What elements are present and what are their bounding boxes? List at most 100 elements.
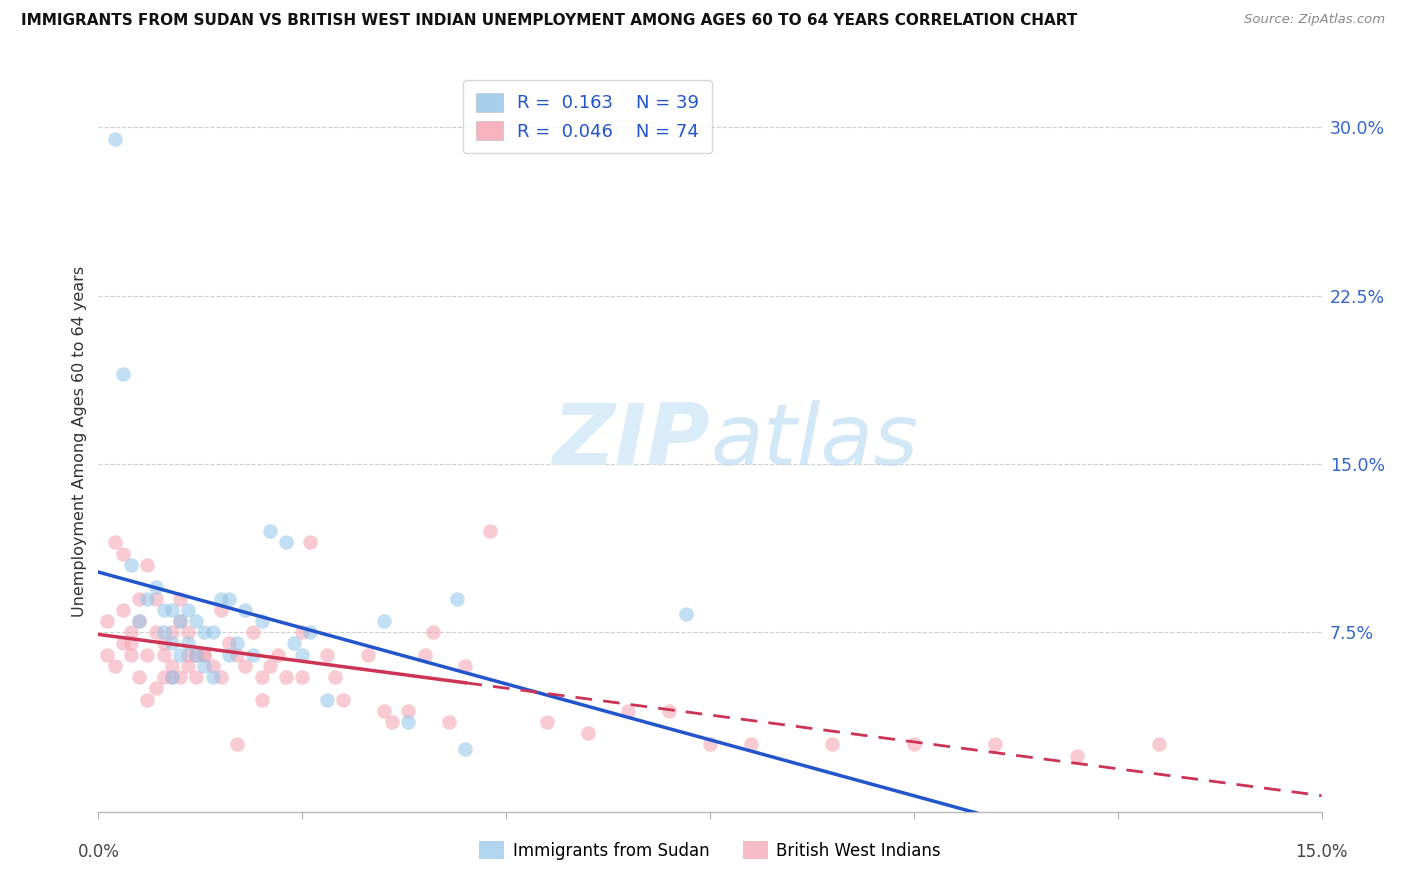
Point — [152, 625, 174, 640]
Point — [274, 670, 297, 684]
Point — [136, 591, 159, 606]
Point — [145, 580, 167, 594]
Point — [233, 603, 256, 617]
Point — [437, 714, 460, 729]
Point — [250, 670, 273, 684]
Point — [291, 648, 314, 662]
Point — [454, 659, 477, 673]
Point — [193, 625, 215, 640]
Point — [169, 670, 191, 684]
Point — [218, 591, 240, 606]
Point — [209, 591, 232, 606]
Point — [373, 614, 395, 628]
Point — [145, 591, 167, 606]
Point — [186, 614, 208, 628]
Point — [152, 636, 174, 650]
Text: IMMIGRANTS FROM SUDAN VS BRITISH WEST INDIAN UNEMPLOYMENT AMONG AGES 60 TO 64 YE: IMMIGRANTS FROM SUDAN VS BRITISH WEST IN… — [21, 13, 1077, 29]
Point — [104, 659, 127, 673]
Point — [233, 659, 256, 673]
Point — [226, 648, 249, 662]
Point — [136, 648, 159, 662]
Point — [373, 704, 395, 718]
Point — [104, 131, 127, 145]
Point — [128, 614, 150, 628]
Point — [201, 670, 224, 684]
Point — [740, 738, 762, 752]
Point — [259, 524, 281, 539]
Point — [299, 625, 322, 640]
Point — [169, 614, 191, 628]
Point — [242, 625, 264, 640]
Point — [120, 558, 142, 572]
Point — [193, 648, 215, 662]
Text: 15.0%: 15.0% — [1295, 843, 1348, 861]
Point — [274, 535, 297, 549]
Point — [111, 603, 134, 617]
Point — [422, 625, 444, 640]
Point — [169, 614, 191, 628]
Point — [128, 614, 150, 628]
Point — [413, 648, 436, 662]
Point — [111, 547, 134, 561]
Point — [332, 692, 354, 706]
Point — [478, 524, 501, 539]
Point — [186, 648, 208, 662]
Point — [226, 636, 249, 650]
Point — [454, 742, 477, 756]
Point — [658, 704, 681, 718]
Text: atlas: atlas — [710, 400, 918, 483]
Point — [323, 670, 346, 684]
Y-axis label: Unemployment Among Ages 60 to 64 years: Unemployment Among Ages 60 to 64 years — [72, 266, 87, 617]
Point — [111, 636, 134, 650]
Point — [617, 704, 640, 718]
Point — [226, 738, 249, 752]
Point — [136, 692, 159, 706]
Point — [136, 558, 159, 572]
Point — [186, 670, 208, 684]
Point — [250, 614, 273, 628]
Text: ZIP: ZIP — [553, 400, 710, 483]
Point — [160, 636, 183, 650]
Point — [218, 636, 240, 650]
Point — [120, 636, 142, 650]
Point — [821, 738, 844, 752]
Point — [446, 591, 468, 606]
Point — [152, 603, 174, 617]
Point — [193, 648, 215, 662]
Point — [699, 738, 721, 752]
Point — [315, 692, 337, 706]
Point — [201, 625, 224, 640]
Point — [1066, 748, 1088, 763]
Point — [193, 659, 215, 673]
Point — [315, 648, 337, 662]
Point — [291, 670, 314, 684]
Point — [242, 648, 264, 662]
Point — [984, 738, 1007, 752]
Point — [96, 648, 118, 662]
Point — [381, 714, 404, 729]
Point — [145, 625, 167, 640]
Point — [299, 535, 322, 549]
Point — [209, 670, 232, 684]
Point — [160, 659, 183, 673]
Point — [259, 659, 281, 673]
Text: 0.0%: 0.0% — [77, 843, 120, 861]
Point — [675, 607, 697, 622]
Point — [128, 591, 150, 606]
Point — [536, 714, 558, 729]
Text: Source: ZipAtlas.com: Source: ZipAtlas.com — [1244, 13, 1385, 27]
Point — [250, 692, 273, 706]
Point — [152, 648, 174, 662]
Point — [267, 648, 290, 662]
Point — [120, 648, 142, 662]
Point — [186, 648, 208, 662]
Point — [160, 670, 183, 684]
Point — [160, 625, 183, 640]
Point — [177, 625, 200, 640]
Point — [356, 648, 378, 662]
Point — [396, 704, 419, 718]
Point — [396, 714, 419, 729]
Point — [111, 368, 134, 382]
Point — [576, 726, 599, 740]
Point — [177, 636, 200, 650]
